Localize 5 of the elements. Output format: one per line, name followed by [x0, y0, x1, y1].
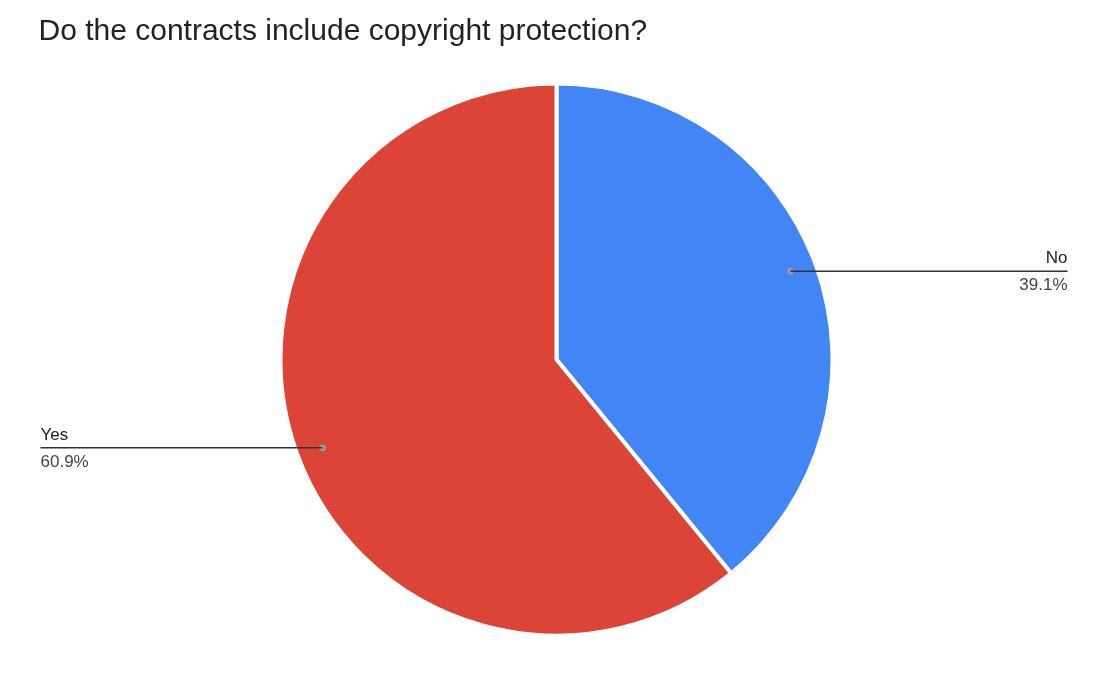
data-label: 39.1% [1019, 275, 1068, 295]
data-label: 60.9% [40, 452, 89, 472]
slice-label: No [1045, 247, 1068, 267]
chart-title: Do the contracts include copyright protection? [38, 12, 648, 46]
slice-label: Yes [40, 424, 69, 444]
